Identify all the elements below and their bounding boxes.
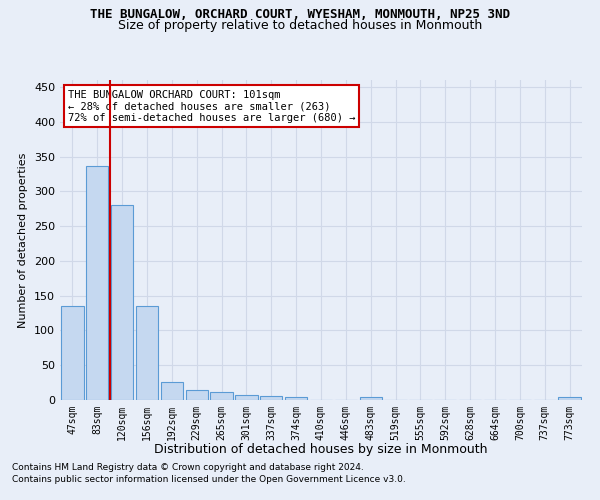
Y-axis label: Number of detached properties: Number of detached properties [19,152,28,328]
Bar [211,392,233,400]
Bar [185,390,208,400]
Text: Contains HM Land Registry data © Crown copyright and database right 2024.: Contains HM Land Registry data © Crown c… [12,464,364,472]
Text: Distribution of detached houses by size in Monmouth: Distribution of detached houses by size … [154,442,488,456]
Text: Size of property relative to detached houses in Monmouth: Size of property relative to detached ho… [118,19,482,32]
Bar [136,306,158,400]
Bar [86,166,109,400]
Text: THE BUNGALOW, ORCHARD COURT, WYESHAM, MONMOUTH, NP25 3ND: THE BUNGALOW, ORCHARD COURT, WYESHAM, MO… [90,8,510,20]
Bar [260,396,283,400]
Text: THE BUNGALOW ORCHARD COURT: 101sqm
← 28% of detached houses are smaller (263)
72: THE BUNGALOW ORCHARD COURT: 101sqm ← 28%… [68,90,355,123]
Bar [235,395,257,400]
Bar [61,306,83,400]
Bar [359,397,382,400]
Bar [285,396,307,400]
Bar [111,204,133,400]
Bar [161,382,183,400]
Bar [559,397,581,400]
Text: Contains public sector information licensed under the Open Government Licence v3: Contains public sector information licen… [12,475,406,484]
